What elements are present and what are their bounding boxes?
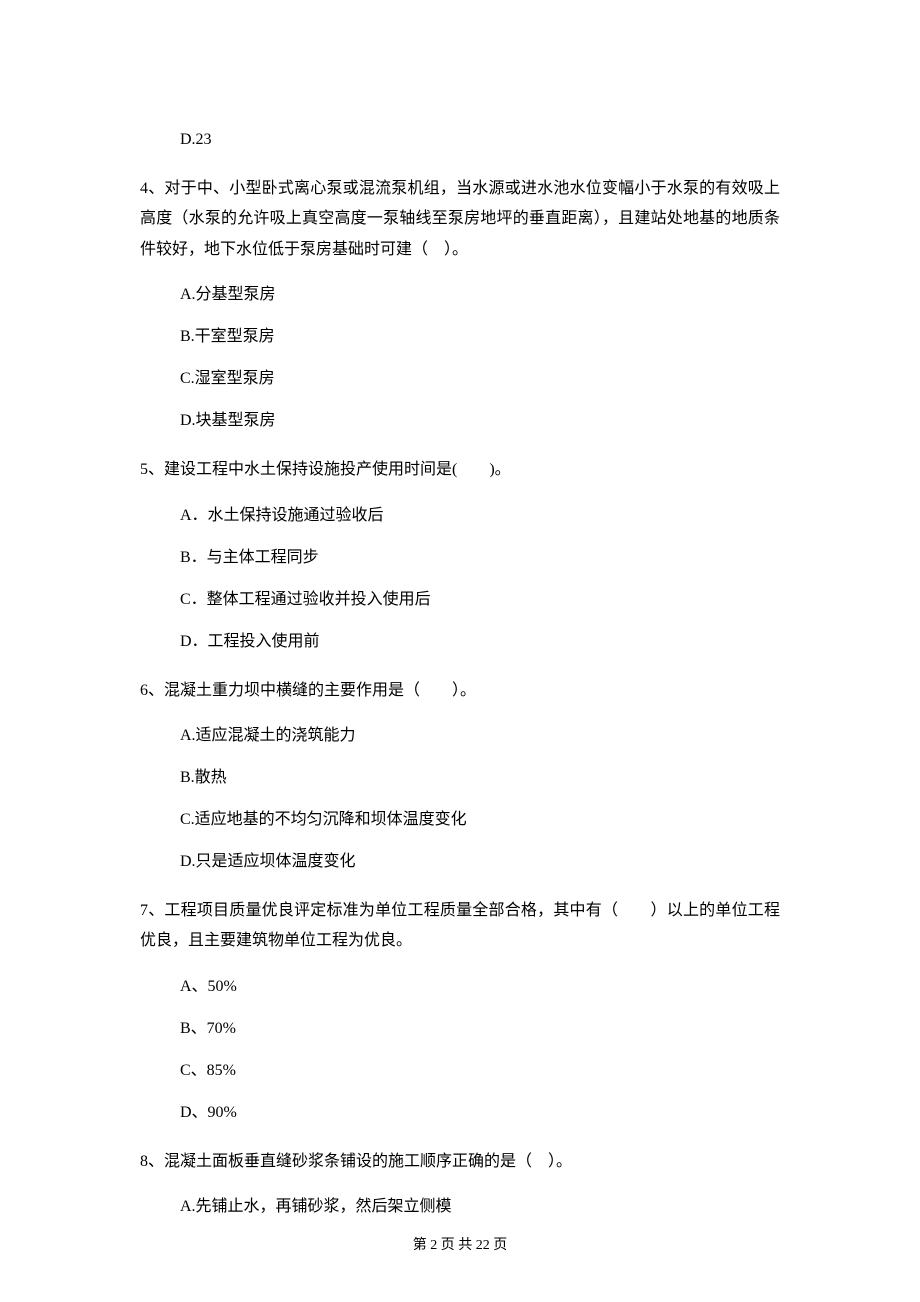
question-4: 4、对于中、小型卧式离心泵或混流泵机组，当水源或进水池水位变幅小于水泵的有效吸上…: [140, 174, 780, 265]
question-stem: 混凝土面板垂直缝砂浆条铺设的施工顺序正确的是（ ）。: [164, 1153, 572, 1170]
option: A.先铺止水，再铺砂浆，然后架立侧模: [180, 1195, 780, 1219]
question-5: 5、建设工程中水土保持设施投产使用时间是( )。: [140, 455, 780, 485]
option: A.适应混凝土的浇筑能力: [180, 724, 780, 748]
option: C.湿室型泵房: [180, 367, 780, 391]
option: C．整体工程通过验收并投入使用后: [180, 588, 780, 612]
option: A．水土保持设施通过验收后: [180, 504, 780, 528]
question-number: 4、: [140, 180, 164, 197]
option: B.散热: [180, 766, 780, 790]
question-stem: 混凝土重力坝中横缝的主要作用是（ ）。: [164, 682, 476, 699]
option: B．与主体工程同步: [180, 546, 780, 570]
question-7: 7、工程项目质量优良评定标准为单位工程质量全部合格，其中有（ ）以上的单位工程优…: [140, 896, 780, 957]
option: B、70%: [180, 1017, 780, 1041]
question-number: 7、: [140, 902, 164, 919]
option: D.块基型泵房: [180, 409, 780, 433]
question-stem: 工程项目质量优良评定标准为单位工程质量全部合格，其中有（ ）以上的单位工程优良，…: [140, 902, 780, 949]
question-8: 8、混凝土面板垂直缝砂浆条铺设的施工顺序正确的是（ ）。: [140, 1147, 780, 1177]
option: C.适应地基的不均匀沉降和坝体温度变化: [180, 808, 780, 832]
question-number: 6、: [140, 682, 164, 699]
question-stem: 对于中、小型卧式离心泵或混流泵机组，当水源或进水池水位变幅小于水泵的有效吸上高度…: [140, 180, 780, 258]
option: B.干室型泵房: [180, 325, 780, 349]
page-content: D.23 4、对于中、小型卧式离心泵或混流泵机组，当水源或进水池水位变幅小于水泵…: [0, 0, 920, 1297]
question-stem: 建设工程中水土保持设施投产使用时间是( )。: [164, 461, 511, 478]
option: D．工程投入使用前: [180, 630, 780, 654]
question-6: 6、混凝土重力坝中横缝的主要作用是（ ）。: [140, 676, 780, 706]
question-number: 8、: [140, 1153, 164, 1170]
question-number: 5、: [140, 461, 164, 478]
option: D、90%: [180, 1101, 780, 1125]
page-footer: 第 2 页 共 22 页: [0, 1234, 920, 1254]
option: A.分基型泵房: [180, 283, 780, 307]
option: A、50%: [180, 975, 780, 999]
orphan-option: D.23: [180, 128, 780, 152]
option: C、85%: [180, 1059, 780, 1083]
option: D.只是适应坝体温度变化: [180, 850, 780, 874]
